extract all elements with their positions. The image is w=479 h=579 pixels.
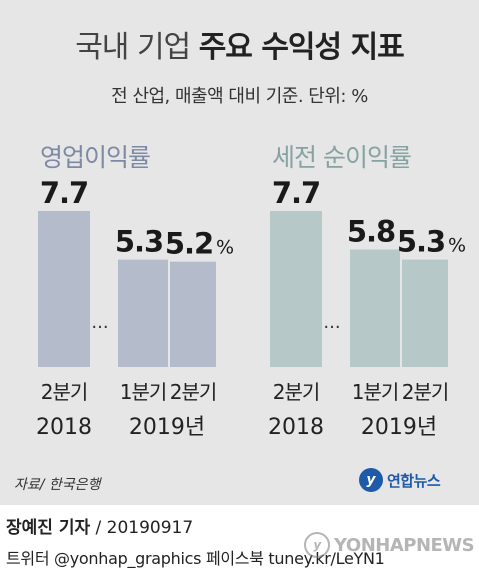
operating-value-label-1: 5.3 — [115, 225, 163, 259]
operating-category-label-2: 2분기 — [170, 380, 217, 404]
credit-line: 장예진 기자 / 20190917 — [6, 513, 193, 538]
undefined: operating-bar-0 — [38, 211, 90, 367]
page-title: 국내 기업 주요 수익성 지표 — [0, 22, 479, 66]
source-note: 자료/ 한국은행 — [14, 477, 101, 493]
yonhap-logo: y 연합뉴스 — [359, 467, 441, 493]
operating-gap-marker: ... — [91, 312, 108, 333]
net-category-label-2: 2분기 — [402, 380, 449, 404]
operating-value-label-0: 7.7 — [40, 176, 88, 210]
watermark-icon: y — [304, 532, 330, 558]
yonhap-logo-text: 연합뉴스 — [387, 471, 441, 490]
operating-chart-title: 영업이익률 — [40, 143, 150, 172]
operating-value-label-2: 5.2 — [165, 227, 213, 261]
net-year-label-1: 2019년 — [361, 415, 437, 440]
operating-category-label-1: 1분기 — [120, 380, 167, 404]
net-unit-suffix: % — [448, 235, 466, 257]
net-gap-marker: ... — [323, 312, 340, 333]
undefined: net-bar-2 — [402, 259, 448, 367]
title-light: 국내 기업 — [75, 30, 191, 65]
net-value-label-0: 7.7 — [272, 176, 320, 210]
bar-charts: 영업이익률operating-bar-07.72분기operating-bar-… — [36, 143, 466, 440]
net-year-label-0: 2018 — [268, 415, 324, 440]
publish-date: / 20190917 — [90, 518, 194, 538]
operating-year-label-0: 2018 — [36, 415, 92, 440]
net-category-label-1: 1분기 — [352, 380, 399, 404]
title-bold: 주요 수익성 지표 — [198, 30, 405, 65]
operating-year-label-1: 2019년 — [129, 415, 205, 440]
net-value-label-2: 5.3 — [397, 225, 445, 259]
undefined: operating-bar-1 — [118, 259, 168, 367]
undefined: net-bar-0 — [270, 211, 322, 367]
reporter-name: 장예진 기자 — [6, 518, 91, 538]
undefined: net-bar-1 — [350, 249, 400, 367]
subtitle: 전 산업, 매출액 대비 기준. 단위: % — [111, 86, 368, 107]
net-value-label-1: 5.8 — [347, 214, 395, 248]
operating-category-label-0: 2분기 — [41, 380, 88, 404]
social-line: 트위터 @yonhap_graphics 페이스북 tuney.kr/LeYN1 — [6, 549, 385, 568]
undefined: operating-bar-2 — [170, 261, 216, 367]
watermark-text: YONHAPNEWS — [334, 534, 475, 556]
yonhapnews-watermark: y YONHAPNEWS — [304, 532, 475, 558]
net-chart-title: 세전 순이익률 — [272, 143, 411, 172]
operating-unit-suffix: % — [216, 237, 234, 259]
yonhap-logo-icon: y — [359, 468, 383, 492]
net-category-label-0: 2분기 — [273, 380, 320, 404]
